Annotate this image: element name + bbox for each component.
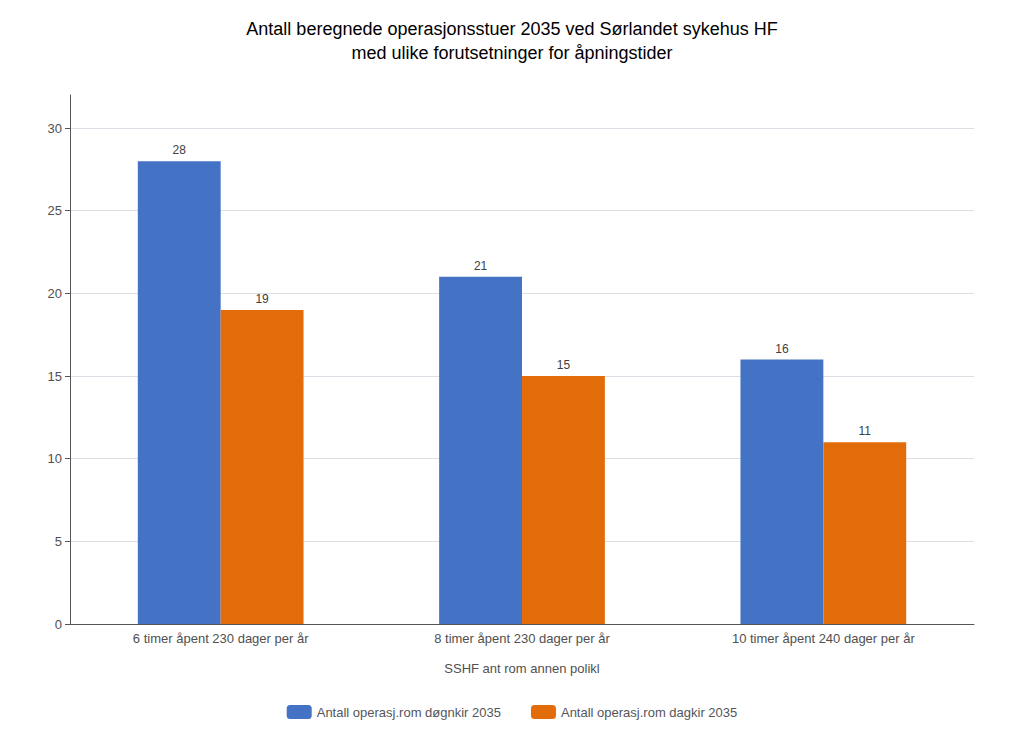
svg-text:5: 5 xyxy=(55,534,62,549)
svg-text:med ulike forutsetninger for å: med ulike forutsetninger for åpningstide… xyxy=(351,43,672,63)
svg-text:0: 0 xyxy=(55,617,62,632)
svg-text:SSHF ant rom annen polikl: SSHF ant rom annen polikl xyxy=(444,661,599,676)
svg-text:10: 10 xyxy=(48,451,62,466)
svg-text:15: 15 xyxy=(48,369,62,384)
svg-text:19: 19 xyxy=(255,292,269,306)
svg-text:28: 28 xyxy=(173,143,187,157)
svg-text:8 timer åpent 230 dager per år: 8 timer åpent 230 dager per år xyxy=(434,631,610,646)
svg-text:21: 21 xyxy=(474,259,488,273)
svg-text:16: 16 xyxy=(775,342,789,356)
svg-text:Antall operasj.rom dagkir 2035: Antall operasj.rom dagkir 2035 xyxy=(561,705,737,720)
svg-text:15: 15 xyxy=(557,358,571,372)
svg-text:11: 11 xyxy=(859,424,872,438)
svg-text:20: 20 xyxy=(48,286,62,301)
svg-text:30: 30 xyxy=(48,121,62,136)
svg-text:Antall beregnede operasjonsstu: Antall beregnede operasjonsstuer 2035 ve… xyxy=(246,19,777,39)
svg-text:10 timer åpent 240 dager per å: 10 timer åpent 240 dager per år xyxy=(732,631,916,646)
svg-text:6 timer åpent 230 dager per år: 6 timer åpent 230 dager per år xyxy=(133,631,309,646)
svg-text:25: 25 xyxy=(48,203,62,218)
svg-text:Antall operasj.rom døgnkir 203: Antall operasj.rom døgnkir 2035 xyxy=(317,705,501,720)
